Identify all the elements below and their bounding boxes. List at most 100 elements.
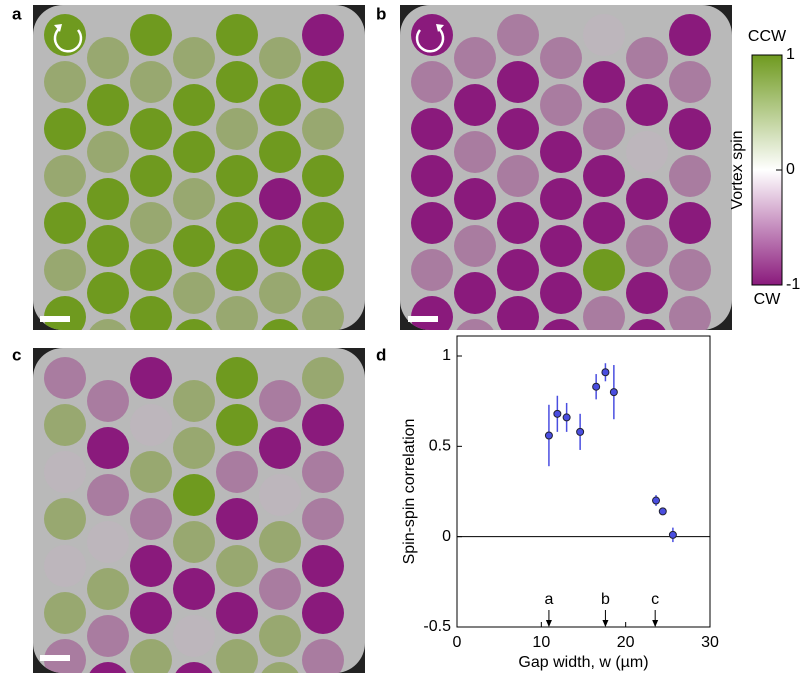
nanomagnet [173, 84, 215, 126]
nanomagnet [669, 202, 711, 244]
nanomagnet [540, 178, 582, 220]
data-point [576, 427, 585, 436]
nanomagnet [216, 545, 258, 587]
nanomagnet [130, 498, 172, 540]
y-tick-label: 0.5 [429, 438, 451, 455]
nanomagnet [216, 14, 258, 56]
scale-bar [40, 655, 70, 661]
nanomagnet [44, 108, 86, 150]
nanomagnet [44, 202, 86, 244]
nanomagnet [130, 155, 172, 197]
nanomagnet [216, 451, 258, 493]
nanomagnet [454, 272, 496, 314]
micrograph [33, 348, 365, 673]
x-axis-label: Gap width, w (µm) [518, 654, 648, 671]
nanomagnet [259, 427, 301, 469]
nanomagnet [302, 451, 344, 493]
nanomagnet [44, 249, 86, 291]
colorbar-label: Vortex spin [729, 130, 746, 209]
nanomagnet [583, 108, 625, 150]
nanomagnet [302, 14, 344, 56]
annotation: c [651, 591, 659, 608]
nanomagnet [216, 155, 258, 197]
nanomagnet [216, 498, 258, 540]
nanomagnet [302, 155, 344, 197]
nanomagnet [540, 37, 582, 79]
nanomagnet [259, 37, 301, 79]
nanomagnet [173, 37, 215, 79]
y-tick-label: 0 [442, 528, 451, 545]
nanomagnet [497, 14, 539, 56]
nanomagnet [87, 37, 129, 79]
nanomagnet [669, 296, 711, 330]
nanomagnet [302, 61, 344, 103]
data-point [592, 382, 601, 391]
nanomagnet [669, 155, 711, 197]
nanomagnet [259, 521, 301, 563]
nanomagnet [44, 545, 86, 587]
x-tick-label: 30 [701, 634, 719, 651]
nanomagnet [626, 272, 668, 314]
nanomagnet [626, 84, 668, 126]
colorbar-bottom: CW [754, 291, 782, 308]
x-tick-label: 0 [453, 634, 462, 651]
nanomagnet [497, 155, 539, 197]
nanomagnet [540, 225, 582, 267]
nanomagnet [216, 404, 258, 446]
nanomagnet [669, 108, 711, 150]
arrow-head [545, 620, 552, 627]
nanomagnet [130, 296, 172, 330]
nanomagnet [87, 225, 129, 267]
nanomagnet [130, 14, 172, 56]
colorbar-tick-label: 1 [786, 46, 795, 63]
nanomagnet [173, 178, 215, 220]
panel-label: d [376, 345, 386, 364]
nanomagnet [454, 225, 496, 267]
nanomagnet [411, 14, 453, 56]
nanomagnet [130, 404, 172, 446]
nanomagnet [583, 61, 625, 103]
nanomagnet [497, 202, 539, 244]
nanomagnet [454, 178, 496, 220]
nanomagnet [44, 404, 86, 446]
data-point [601, 368, 610, 377]
ccw-icon [54, 24, 62, 32]
nanomagnet [130, 545, 172, 587]
nanomagnet [302, 108, 344, 150]
nanomagnet [87, 272, 129, 314]
nanomagnet [173, 380, 215, 422]
annotation: b [601, 591, 610, 608]
nanomagnet [173, 225, 215, 267]
nanomagnet [259, 272, 301, 314]
nanomagnet [87, 178, 129, 220]
nanomagnet [540, 131, 582, 173]
nanomagnet [259, 380, 301, 422]
nanomagnet [44, 61, 86, 103]
nanomagnet [583, 155, 625, 197]
micrograph [400, 5, 732, 330]
nanomagnet [302, 639, 344, 673]
nanomagnet [497, 296, 539, 330]
nanomagnet [411, 202, 453, 244]
data-point [609, 388, 618, 397]
nanomagnet [87, 427, 129, 469]
nanomagnet [411, 108, 453, 150]
nanomagnet [259, 615, 301, 657]
nanomagnet [259, 319, 301, 330]
nanomagnet [540, 84, 582, 126]
nanomagnet [411, 249, 453, 291]
y-axis-label: Spin-spin correlation [401, 419, 418, 565]
nanomagnet [173, 615, 215, 657]
nanomagnet [87, 568, 129, 610]
nanomagnet [302, 296, 344, 330]
annotation: a [544, 591, 553, 608]
nanomagnet [216, 296, 258, 330]
data-point [668, 530, 677, 539]
y-tick-label: 1 [442, 347, 451, 364]
nanomagnet [173, 662, 215, 673]
nanomagnet [626, 225, 668, 267]
nanomagnet [44, 14, 86, 56]
nanomagnet [583, 14, 625, 56]
nanomagnet [259, 568, 301, 610]
nanomagnet [173, 568, 215, 610]
